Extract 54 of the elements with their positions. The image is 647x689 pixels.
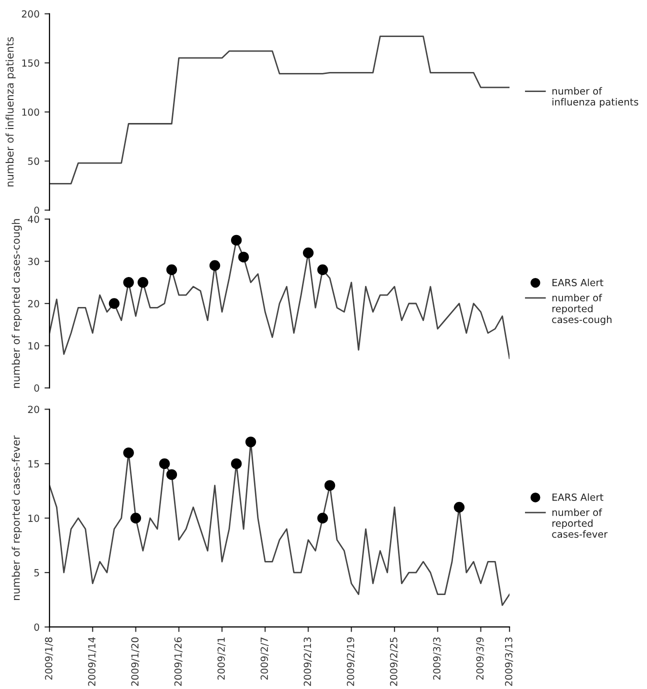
- y-tick-label: 50: [28, 158, 40, 165]
- y-tick-label: 20: [28, 406, 40, 414]
- point: [166, 469, 178, 480]
- x-tick-label: 2009/2/13: [304, 637, 312, 686]
- y-tick-label: 0: [34, 206, 40, 214]
- x-tick-label: 2009/1/14: [88, 637, 96, 686]
- y-tick-label: 5: [34, 569, 39, 576]
- point: [166, 264, 178, 276]
- y-tick-label: 150: [22, 59, 40, 67]
- line-series: [49, 36, 510, 184]
- x-tick-label: 2009/1/26: [174, 637, 182, 686]
- x-tick-label: 2009/1/20: [131, 637, 140, 686]
- legend-label: number of reported cases-cough: [552, 294, 612, 326]
- y-tick-label: 20: [28, 300, 40, 308]
- point: [302, 248, 314, 258]
- y-tick-label: 30: [28, 258, 40, 266]
- x-tick-label: 2009/1/8: [44, 637, 54, 680]
- point: [324, 480, 336, 491]
- point: [238, 252, 249, 262]
- point: [245, 436, 256, 448]
- x-tick-label: 2009/3/9: [476, 637, 484, 680]
- y-axis-title: number of influenza patients: [6, 37, 16, 186]
- x-tick-label: 2009/2/25: [390, 638, 398, 686]
- point: [209, 260, 220, 271]
- y-tick-label: 200: [22, 10, 40, 18]
- point: [317, 264, 328, 276]
- y-tick-label: 10: [28, 514, 40, 522]
- y-tick-label: 0: [34, 384, 40, 392]
- x-tick-label: 2009/2/19: [346, 637, 355, 686]
- y-axis-title: number of reported cases-cough: [12, 219, 22, 388]
- y-tick-label: 100: [22, 108, 40, 116]
- x-tick-label: 2009/2/1: [217, 638, 226, 680]
- point: [123, 447, 134, 458]
- x-tick-label: 2009/3/13: [504, 637, 514, 686]
- legend-label: EARS Alert: [552, 493, 604, 501]
- y-tick-label: 10: [28, 342, 40, 350]
- point: [130, 512, 142, 524]
- point: [123, 277, 134, 288]
- point: [159, 458, 170, 470]
- y-tick-label: 15: [28, 460, 39, 468]
- y-axis-title: number of reported cases-fever: [12, 435, 22, 600]
- point: [108, 298, 120, 309]
- point: [138, 277, 148, 288]
- x-tick-label: 2009/2/7: [260, 638, 269, 680]
- point: [231, 458, 242, 470]
- point: [454, 502, 465, 513]
- y-tick-label: 40: [28, 216, 40, 223]
- legend-label: number of influenza patients: [552, 87, 638, 108]
- x-tick-label: 2009/3/3: [433, 637, 442, 680]
- legend-label: number of reported cases-fever: [552, 508, 608, 538]
- point: [231, 234, 242, 246]
- point: [317, 512, 328, 524]
- y-tick-label: 0: [34, 623, 40, 631]
- legend-label: EARS Alert: [552, 278, 604, 286]
